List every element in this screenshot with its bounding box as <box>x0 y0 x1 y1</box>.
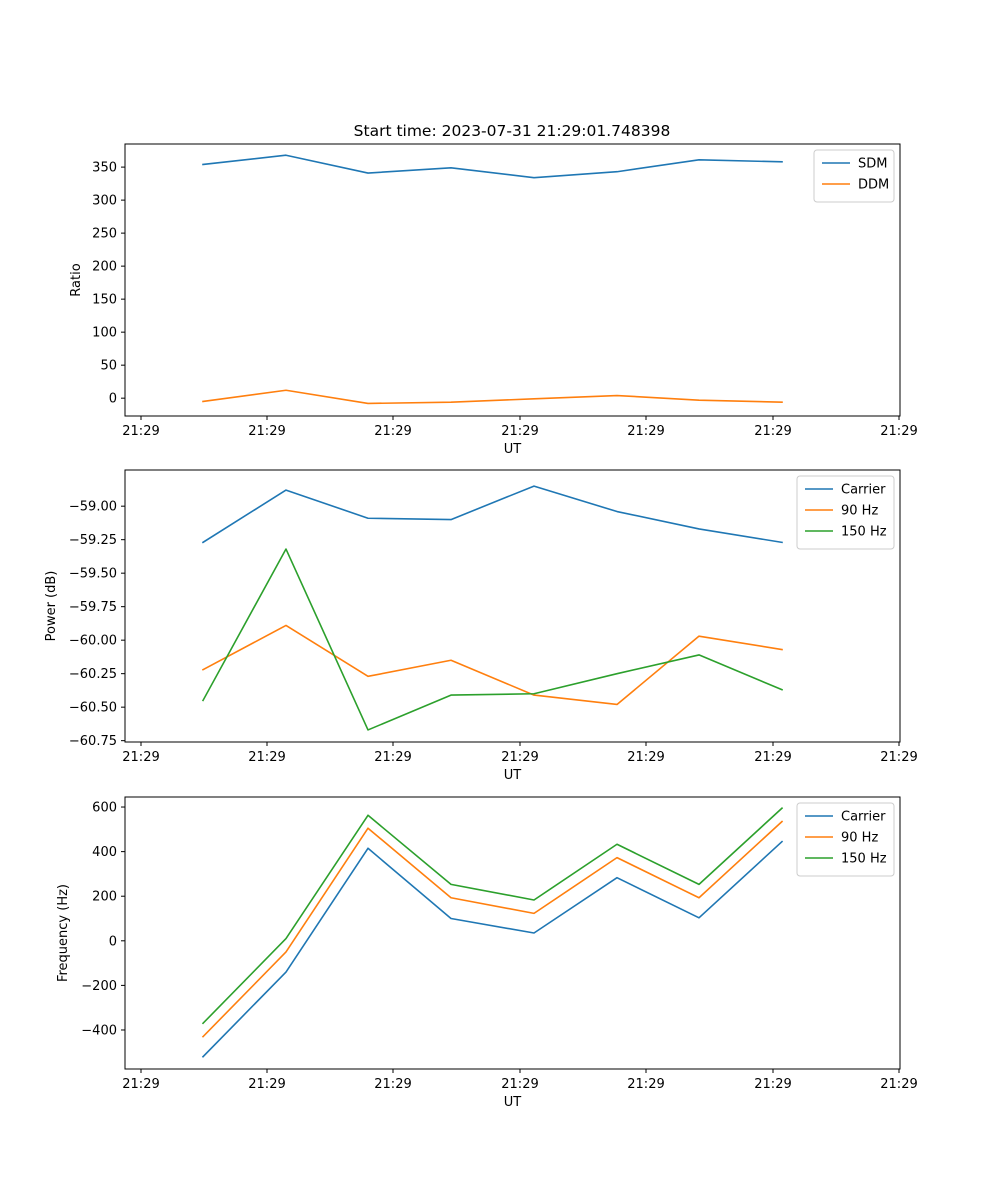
legend: Carrier 90 Hz 150 Hz <box>796 802 895 877</box>
x-tick-label: 21:29 <box>627 750 664 765</box>
x-tick-label: 21:29 <box>122 750 159 765</box>
series-line-carrier <box>201 485 783 544</box>
x-tick-label: 21:29 <box>880 424 917 439</box>
x-tick-label: 21:29 <box>627 424 664 439</box>
legend: SDM DDM <box>813 149 895 203</box>
series-line-sdm <box>202 154 783 179</box>
legend-label: 150 Hz <box>841 525 887 540</box>
y-tick-label: −60.75 <box>69 734 117 749</box>
plot-area-frame <box>124 796 901 1070</box>
y-tick-label: −59.50 <box>69 567 117 582</box>
x-tick-label: 21:29 <box>248 750 285 765</box>
x-tick-label: 21:29 <box>374 424 411 439</box>
series-line-ddm <box>202 389 783 405</box>
y-tick-label: 50 <box>100 359 117 374</box>
y-tick-label: −60.00 <box>69 634 117 649</box>
legend: Carrier 90 Hz 150 Hz <box>796 475 895 550</box>
y-tick-label: 250 <box>92 227 117 242</box>
y-tick-label: 600 <box>92 801 117 816</box>
y-axis-label: Ratio <box>69 263 84 296</box>
y-tick-label: 200 <box>92 890 117 905</box>
y-tick-label: −60.25 <box>69 667 117 682</box>
y-tick-label: 150 <box>92 293 117 308</box>
y-tick-label: −59.25 <box>69 533 117 548</box>
x-tick-label: 21:29 <box>880 1077 917 1092</box>
series-line-90-hz <box>201 820 784 1038</box>
legend-label: 150 Hz <box>841 852 887 867</box>
plot-area-frame <box>124 469 901 743</box>
y-tick-label: 350 <box>92 161 117 176</box>
x-axis-label: UT <box>504 442 522 457</box>
series-line-150-hz <box>201 807 784 1025</box>
legend-label: Carrier <box>841 483 886 498</box>
chart-panel-3: 21:29 21:29 21:29 21:29 21:29 21:29 21:29 600 40… <box>56 796 918 1110</box>
chart-panel-2: 21:29 21:29 21:29 21:29 21:29 21:29 21:29 −59.0… <box>44 469 918 783</box>
y-tick-label: −59.00 <box>69 500 117 515</box>
y-tick-label: −400 <box>81 1023 117 1038</box>
y-tick-label: 200 <box>92 260 117 275</box>
x-tick-label: 21:29 <box>248 1077 285 1092</box>
y-tick-label: 0 <box>109 392 117 407</box>
legend-label: 90 Hz <box>841 504 878 519</box>
plot-area-frame <box>124 143 901 417</box>
x-tick-label: 21:29 <box>754 424 791 439</box>
series-line-150-hz <box>201 548 784 731</box>
x-tick-label: 21:29 <box>374 1077 411 1092</box>
legend-label: DDM <box>858 178 889 193</box>
x-axis-label: UT <box>504 768 522 783</box>
legend-label: SDM <box>858 157 887 172</box>
x-tick-label: 21:29 <box>501 1077 538 1092</box>
y-tick-label: 400 <box>92 845 117 860</box>
legend-label: Carrier <box>841 810 886 825</box>
x-tick-label: 21:29 <box>122 1077 159 1092</box>
x-tick-label: 21:29 <box>122 424 159 439</box>
series-line-carrier <box>201 840 784 1058</box>
x-tick-label: 21:29 <box>754 750 791 765</box>
y-tick-label: −59.75 <box>69 600 117 615</box>
x-tick-label: 21:29 <box>501 424 538 439</box>
legend-label: 90 Hz <box>841 831 878 846</box>
x-axis-label: UT <box>504 1095 522 1110</box>
figure-title: Start time: 2023-07-31 21:29:01.748398 <box>354 122 671 140</box>
y-tick-label: 100 <box>92 326 117 341</box>
chart-panels: 21:29 21:29 21:29 21:29 21:29 21:29 21:29 0 50 10… <box>44 143 918 1110</box>
y-tick-label: 0 <box>109 934 117 949</box>
x-tick-label: 21:29 <box>754 1077 791 1092</box>
series-line-90-hz <box>201 624 783 706</box>
x-tick-label: 21:29 <box>248 424 285 439</box>
x-tick-label: 21:29 <box>374 750 411 765</box>
y-tick-label: −200 <box>81 979 117 994</box>
y-tick-label: 300 <box>92 194 117 209</box>
y-axis-label: Power (dB) <box>44 571 59 642</box>
x-tick-label: 21:29 <box>501 750 538 765</box>
x-tick-label: 21:29 <box>880 750 917 765</box>
y-tick-label: −60.50 <box>69 701 117 716</box>
y-axis-label: Frequency (Hz) <box>56 884 71 982</box>
chart-panel-1: 21:29 21:29 21:29 21:29 21:29 21:29 21:29 0 50 10… <box>69 143 918 457</box>
x-tick-label: 21:29 <box>627 1077 664 1092</box>
